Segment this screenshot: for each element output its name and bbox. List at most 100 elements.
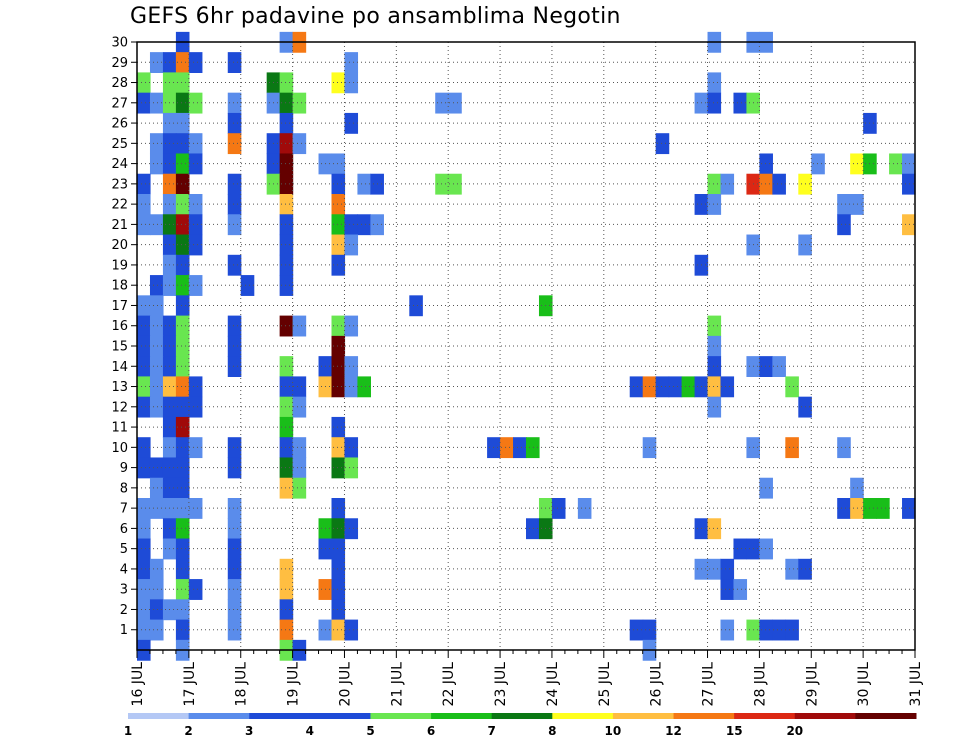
heat-cell (227, 599, 242, 621)
heat-cell (137, 579, 151, 600)
colorbar-label: 6 (427, 724, 435, 738)
heat-cell (707, 194, 722, 215)
heat-cell (149, 396, 164, 418)
y-axis: 1234567891011121314151617181920212223242… (111, 36, 137, 638)
heat-cell (188, 275, 203, 296)
heat-cell (279, 133, 294, 155)
heat-cell (785, 437, 799, 459)
heat-cell (331, 376, 346, 398)
y-tick-label: 8 (120, 481, 128, 496)
colorbar-label: 1 (124, 724, 132, 738)
heat-cell (175, 295, 190, 317)
colorbar-swatch (612, 713, 675, 719)
heat-cell (279, 173, 294, 195)
heat-cell (720, 579, 735, 600)
heat-cell (759, 538, 773, 560)
x-tick-label: 17 JUL (182, 662, 198, 707)
heat-cell (292, 315, 307, 337)
heat-cell (149, 457, 164, 479)
heat-cell (149, 477, 164, 499)
heat-cell (175, 335, 190, 357)
colorbar-label: 5 (366, 724, 374, 738)
y-tick-label: 7 (120, 502, 128, 517)
y-tick-label: 29 (111, 56, 128, 71)
heat-cell (655, 376, 670, 398)
heat-cell (292, 477, 307, 499)
heat-cell (526, 437, 540, 459)
heat-cell (331, 194, 346, 215)
heat-cell (279, 437, 294, 459)
heat-cell (331, 315, 346, 337)
heat-cell (629, 619, 644, 641)
heat-cell (175, 477, 190, 499)
heat-cell (409, 295, 423, 317)
heat-cell (137, 619, 151, 641)
heat-cell (175, 498, 190, 519)
heat-cell (137, 72, 151, 94)
heat-cell (707, 92, 722, 114)
heat-cell (279, 72, 294, 94)
heat-cell (707, 356, 722, 377)
y-tick-label: 20 (111, 238, 128, 253)
y-tick-label: 11 (111, 421, 128, 436)
heat-cell (331, 234, 346, 256)
heat-cell (137, 538, 151, 560)
heat-cell (175, 376, 190, 398)
colorbar-label: 8 (548, 724, 556, 738)
heat-cell (175, 396, 190, 418)
y-tick-label: 14 (111, 360, 128, 375)
heat-cell (137, 315, 151, 337)
heat-cell (785, 376, 799, 398)
heat-cell (668, 376, 683, 398)
heat-cell (759, 477, 773, 499)
heat-cell (837, 214, 851, 236)
heat-cell (175, 214, 190, 236)
colorbar-label: 20 (786, 724, 803, 738)
heat-cell (227, 579, 242, 600)
colorbar-swatch (673, 713, 735, 719)
heat-cell (279, 356, 294, 377)
heat-cell (331, 518, 346, 540)
colorbar-swatch (249, 713, 311, 719)
heat-cell (137, 558, 151, 580)
heat-cell (227, 619, 242, 641)
heat-cell (279, 92, 294, 114)
heat-cell (902, 153, 916, 175)
colorbar-swatch (491, 713, 553, 719)
y-tick-label: 2 (120, 603, 128, 618)
heat-cell (733, 579, 748, 600)
heat-cell (344, 52, 359, 73)
heat-cell (902, 498, 916, 519)
heat-cell (292, 457, 307, 479)
heat-cell (279, 599, 294, 621)
x-tick-label: 21 JUL (389, 662, 405, 707)
heat-cell (707, 173, 722, 195)
heat-cell (149, 579, 164, 600)
heat-cell (448, 173, 462, 195)
heat-cell (137, 194, 151, 215)
colorbar-swatch (128, 713, 190, 719)
heat-cell (344, 437, 359, 459)
y-tick-label: 21 (111, 218, 128, 233)
heat-cell (137, 92, 151, 114)
heat-cell (850, 498, 864, 519)
heat-cell (759, 356, 773, 377)
y-tick-label: 16 (111, 319, 128, 334)
heat-cell (175, 254, 190, 276)
heat-cell (175, 52, 190, 73)
heat-cell (149, 599, 164, 621)
y-tick-label: 5 (120, 542, 128, 557)
colorbar-swatch (188, 713, 250, 719)
heat-cell (707, 396, 722, 418)
heat-cell (331, 619, 346, 641)
y-tick-label: 3 (120, 583, 128, 598)
colorbar-swatch (370, 713, 432, 719)
colorbar-swatch (855, 713, 917, 719)
heat-cell (227, 52, 242, 73)
heat-cell (227, 254, 242, 276)
heat-cell (331, 558, 346, 580)
heat-cell (149, 376, 164, 398)
heat-cell (759, 153, 773, 175)
heat-cell (175, 619, 190, 641)
heat-cell (227, 538, 242, 560)
